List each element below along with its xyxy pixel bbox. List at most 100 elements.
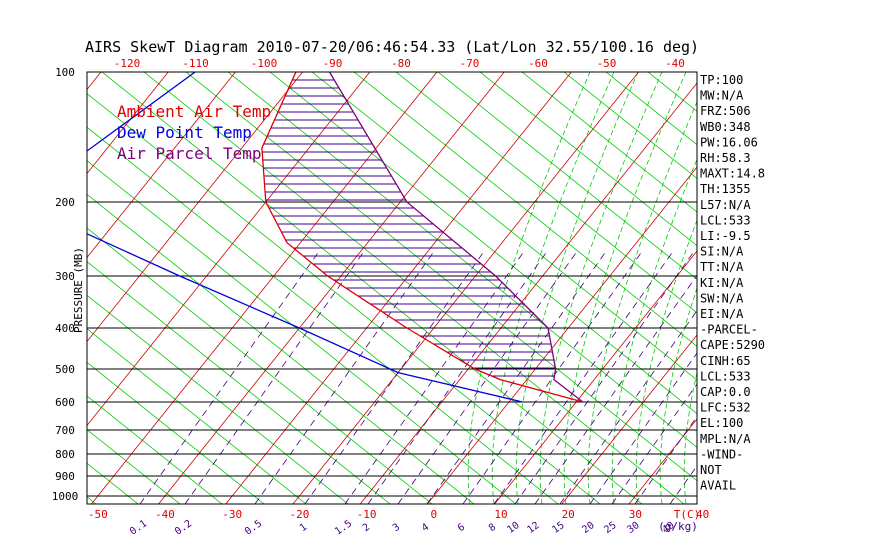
pressure-tick-label: 600 <box>55 396 75 409</box>
top-temp-tick-label: -60 <box>528 57 548 70</box>
pressure-tick-label: 700 <box>55 424 75 437</box>
mixing-ratio-line <box>634 415 697 504</box>
bottom-temp-tick-label: 0 <box>430 508 437 521</box>
dry-adiabat-line <box>87 328 307 504</box>
mixing-ratio-line <box>426 249 608 504</box>
isotherm-line <box>359 82 697 504</box>
index-entry: SW:N/A <box>700 291 744 305</box>
mixing-ratio-label: 0.1 <box>128 518 149 537</box>
profiles <box>87 72 584 403</box>
top-temp-tick-label: -80 <box>391 57 411 70</box>
mixing-ratio-unit-label: (g/kg) <box>658 520 698 533</box>
index-entry: EI:N/A <box>700 307 744 321</box>
dry-adiabat-line <box>269 72 697 415</box>
mixing-ratio-line <box>139 249 321 504</box>
index-entry: -WIND- <box>700 447 743 461</box>
legend-entry: Air Parcel Temp <box>117 144 262 163</box>
dry-adiabat-line <box>87 429 181 504</box>
dry-adiabat-line <box>353 72 697 347</box>
top-temp-tick-label: -50 <box>597 57 617 70</box>
index-entry: PW:16.06 <box>700 135 758 149</box>
index-entry: AVAIL <box>700 479 736 493</box>
dry-adiabat-line <box>395 72 697 314</box>
index-entry: CAPE:5290 <box>700 338 765 352</box>
isotherm-line <box>87 72 102 91</box>
pressure-tick-label: 1000 <box>52 490 79 503</box>
mixing-ratio-label: 4 <box>420 522 431 534</box>
index-entry: CAP:0.0 <box>700 385 751 399</box>
mixing-ratio-label: 2 <box>361 522 372 534</box>
bottom-temp-tick-label: 20 <box>562 508 575 521</box>
index-entry: LCL:533 <box>700 213 751 227</box>
bottom-temp-tick-label: -20 <box>289 508 309 521</box>
bottom-temp-tick-label: -50 <box>88 508 108 521</box>
pressure-tick-label: 400 <box>55 322 75 335</box>
dry-adiabat-line <box>87 395 223 504</box>
index-entry: NOT <box>700 463 722 477</box>
index-entry: EL:100 <box>700 416 743 430</box>
dry-adiabat-line <box>563 72 697 179</box>
bottom-temp-tick-label: -30 <box>222 508 242 521</box>
moist-adiabat-line <box>659 286 697 504</box>
series-line-ambient-temp <box>261 72 584 403</box>
isotherm-line <box>628 418 697 504</box>
moist-adiabat-line <box>780 72 870 504</box>
dry-adiabat-line <box>87 93 601 504</box>
mixing-ratio-line <box>304 249 486 504</box>
top-temp-tick-label: -120 <box>114 57 141 70</box>
temp-unit-label: T(C) <box>674 508 701 521</box>
pressure-tick-label: 900 <box>55 470 75 483</box>
index-entry: MPL:N/A <box>700 432 751 446</box>
index-entry: LFC:532 <box>700 401 751 415</box>
index-entry: MW:N/A <box>700 89 744 103</box>
mixing-ratio-line <box>589 352 697 504</box>
moist-adiabat-line <box>635 219 697 504</box>
mixing-ratio-line <box>367 249 549 504</box>
index-entry: TH:1355 <box>700 182 751 196</box>
legend-entry: Dew Point Temp <box>117 123 252 142</box>
bottom-temp-tick-label: 10 <box>494 508 507 521</box>
dry-adiabat-line <box>143 72 685 504</box>
pressure-tick-label: 100 <box>55 66 75 79</box>
isotherm-line <box>87 72 303 343</box>
mixing-ratio-line <box>462 249 644 504</box>
isotherm-line <box>87 72 236 259</box>
mixing-ratio-line <box>493 249 675 504</box>
dry-adiabat-line <box>87 294 349 504</box>
mixing-ratio-label: 30 <box>625 520 641 536</box>
index-entry: LI:-9.5 <box>700 229 751 243</box>
dry-adiabat-line <box>87 462 139 504</box>
top-temp-tick-label: -70 <box>460 57 480 70</box>
index-entry: MAXT:14.8 <box>700 167 765 181</box>
moist-adiabat-line <box>756 72 870 504</box>
pressure-tick-label: 500 <box>55 363 75 376</box>
mixing-ratio-label: 10 <box>505 520 521 536</box>
top-temp-tick-label: -40 <box>665 57 685 70</box>
pressure-tick-label: 300 <box>55 270 75 283</box>
moist-adiabat-line <box>611 158 697 504</box>
y-axis-label: PRESSURE (MB) <box>72 247 85 333</box>
top-temp-tick-label: -90 <box>323 57 343 70</box>
mixing-ratio-line <box>344 249 526 504</box>
mixing-ratio-label: 0.5 <box>243 518 264 537</box>
bottom-temp-tick-label: -10 <box>357 508 377 521</box>
mixing-ratio-line <box>397 249 579 504</box>
mixing-ratio-label: 12 <box>525 520 541 536</box>
index-entry: KI:N/A <box>700 276 744 290</box>
top-temp-tick-label: -100 <box>251 57 278 70</box>
isotherm-line <box>427 166 697 504</box>
index-entry: RH:58.3 <box>700 151 751 165</box>
bottom-temp-tick-label: 30 <box>629 508 642 521</box>
mixing-ratio-line <box>184 249 366 504</box>
bottom-temp-tick-label: 40 <box>696 508 709 521</box>
mixing-ratio-label: 6 <box>456 522 467 534</box>
legend: Ambient Air Temp Dew Point Temp Air Parcel… <box>117 102 271 163</box>
chart-title: AIRS SkewT Diagram 2010-07-20/06:46:54.3… <box>85 38 699 56</box>
moist-adiabat-line <box>515 72 639 504</box>
dry-adiabat-line <box>87 160 517 504</box>
isotherm-line <box>0 72 34 504</box>
dry-adiabat-line <box>227 72 697 448</box>
mixing-ratio-line <box>534 274 697 504</box>
mixing-ratio-label: 15 <box>550 520 566 536</box>
